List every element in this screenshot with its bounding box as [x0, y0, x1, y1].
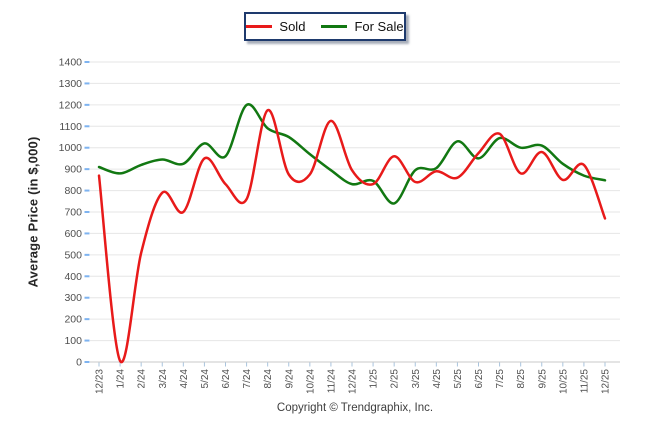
x-tick-label: 11/25	[579, 369, 590, 394]
legend-item-sold: Sold	[246, 20, 305, 33]
x-tick-label: 5/25	[453, 369, 464, 389]
x-tick-label: 8/25	[516, 369, 527, 389]
x-tick-label: 8/24	[263, 369, 274, 389]
x-tick-label: 11/24	[326, 369, 337, 394]
y-tick-label: 1300	[59, 78, 83, 90]
x-tick-label: 2/24	[137, 369, 148, 389]
x-tick-label: 3/25	[411, 369, 422, 389]
for-sale-line	[97, 103, 607, 205]
legend-label-sold: Sold	[279, 19, 306, 34]
y-tick-label: 800	[64, 185, 82, 197]
y-tick-label: 1400	[59, 57, 83, 69]
x-tick-label: 7/25	[495, 369, 506, 389]
x-tick-label: 1/24	[116, 369, 127, 389]
y-tick-label: 600	[64, 228, 82, 240]
x-tick-label: 1/25	[369, 369, 380, 389]
y-tick-label: 0	[76, 357, 82, 369]
y-tick-label: 200	[64, 314, 82, 326]
for-sale-line-icon	[321, 25, 348, 28]
legend-label-for-sale: For Sale	[354, 19, 404, 34]
y-tick-label: 900	[64, 164, 82, 176]
y-tick-label: 1100	[59, 121, 82, 133]
sold-line-icon	[246, 25, 273, 28]
y-tick-label: 1200	[59, 99, 83, 111]
y-tick-label: 500	[64, 249, 82, 261]
x-tick-label: 2/25	[390, 369, 401, 389]
y-tick-label: 100	[64, 335, 82, 347]
legend: Sold For Sale	[244, 12, 406, 41]
x-tick-label: 12/23	[95, 369, 106, 394]
x-tick-label: 6/25	[474, 369, 485, 389]
y-tick-label: 400	[64, 271, 82, 283]
x-tick-label: 7/24	[242, 369, 253, 389]
x-tick-label: 12/24	[348, 369, 359, 394]
x-tick-label: 10/25	[558, 369, 569, 394]
x-tick-label: 3/24	[158, 369, 169, 389]
x-tick-label: 6/24	[221, 369, 232, 389]
copyright-text: Copyright © Trendgraphix, Inc.	[276, 402, 434, 414]
y-tick-label: 700	[64, 207, 82, 219]
y-axis-title: Average Price (in $,000)	[25, 136, 41, 288]
x-tick-label: 10/24	[305, 369, 316, 394]
x-tick-label: 9/24	[284, 369, 295, 389]
x-tick-label: 4/25	[432, 369, 443, 389]
y-tick-label: 1000	[59, 142, 83, 154]
x-tick-label: 12/25	[601, 369, 612, 394]
y-tick-label: 300	[64, 292, 82, 304]
sold-line	[97, 108, 607, 364]
x-tick-label: 9/25	[537, 369, 548, 389]
x-tick-label: 4/24	[179, 369, 190, 389]
x-tick-label: 5/24	[200, 369, 211, 389]
legend-item-for-sale: For Sale	[321, 19, 404, 34]
